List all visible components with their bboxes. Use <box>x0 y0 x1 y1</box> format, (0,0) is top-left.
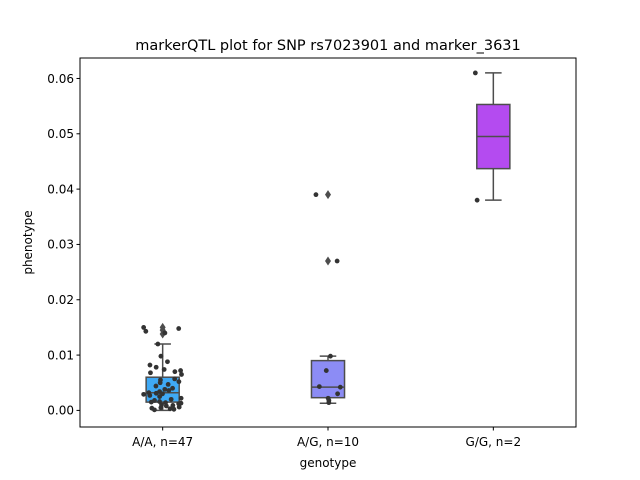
data-point <box>337 384 343 390</box>
data-point <box>474 197 480 203</box>
data-point <box>148 399 154 405</box>
data-point <box>148 370 153 376</box>
data-point <box>313 192 319 198</box>
data-point <box>172 376 178 382</box>
x-axis: A/A, n=47 A/G, n=10 G/G, n=2 <box>132 427 521 449</box>
data-point <box>155 341 161 347</box>
data-point <box>162 330 168 336</box>
y-tick-label: 0.03 <box>47 238 74 252</box>
x-axis-label: genotype <box>300 456 357 470</box>
y-axis-label: phenotype <box>21 210 35 274</box>
y-tick-label: 0.00 <box>47 404 74 418</box>
data-point <box>166 388 172 393</box>
chart-title: markerQTL plot for SNP rs7023901 and mar… <box>135 38 521 54</box>
data-point <box>158 405 164 411</box>
x-tick-label: A/G, n=10 <box>297 435 359 449</box>
x-tick-label: G/G, n=2 <box>466 435 522 449</box>
data-point <box>157 380 163 386</box>
data-point <box>141 325 147 330</box>
data-point <box>176 326 182 331</box>
y-tick-label: 0.01 <box>47 348 74 362</box>
data-point <box>153 383 159 389</box>
data-point <box>170 403 176 408</box>
box-group <box>141 322 184 413</box>
data-point <box>326 400 332 406</box>
data-point <box>147 393 153 398</box>
y-tick-label: 0.05 <box>47 127 74 141</box>
data-point <box>143 328 149 334</box>
data-point <box>179 372 184 377</box>
data-point <box>334 258 340 264</box>
data-point <box>335 391 341 397</box>
data-point <box>316 384 322 390</box>
data-point <box>158 353 164 359</box>
data-point <box>141 391 147 397</box>
data-point <box>157 394 163 399</box>
data-point <box>162 386 168 392</box>
data-point <box>328 353 333 359</box>
plot-area <box>141 70 511 413</box>
data-point <box>168 396 174 402</box>
data-point <box>153 364 159 370</box>
data-point <box>165 382 171 387</box>
box-group <box>310 190 346 406</box>
data-point <box>171 406 177 412</box>
y-tick-label: 0.02 <box>47 293 74 307</box>
data-point <box>165 359 170 365</box>
data-point <box>163 403 169 409</box>
data-point <box>176 404 182 410</box>
outlier-marker <box>325 256 331 266</box>
box <box>310 359 346 399</box>
data-point <box>152 407 157 413</box>
data-point <box>176 379 182 385</box>
x-tick-label: A/A, n=47 <box>132 435 193 449</box>
box-group <box>472 70 511 203</box>
data-point <box>161 367 167 372</box>
data-point <box>170 385 175 391</box>
data-point <box>323 368 329 373</box>
data-point <box>472 70 478 76</box>
data-point <box>178 368 183 373</box>
data-point <box>147 362 153 368</box>
data-point <box>153 390 159 396</box>
y-axis: 0.00 0.01 0.02 0.03 0.04 0.05 0.06 <box>47 72 80 418</box>
data-point <box>178 395 184 401</box>
data-point <box>172 369 178 375</box>
outlier-marker <box>325 190 331 200</box>
y-tick-label: 0.04 <box>47 182 74 196</box>
data-point <box>167 406 173 412</box>
y-tick-label: 0.06 <box>47 72 74 86</box>
outlier-marker <box>159 322 166 332</box>
